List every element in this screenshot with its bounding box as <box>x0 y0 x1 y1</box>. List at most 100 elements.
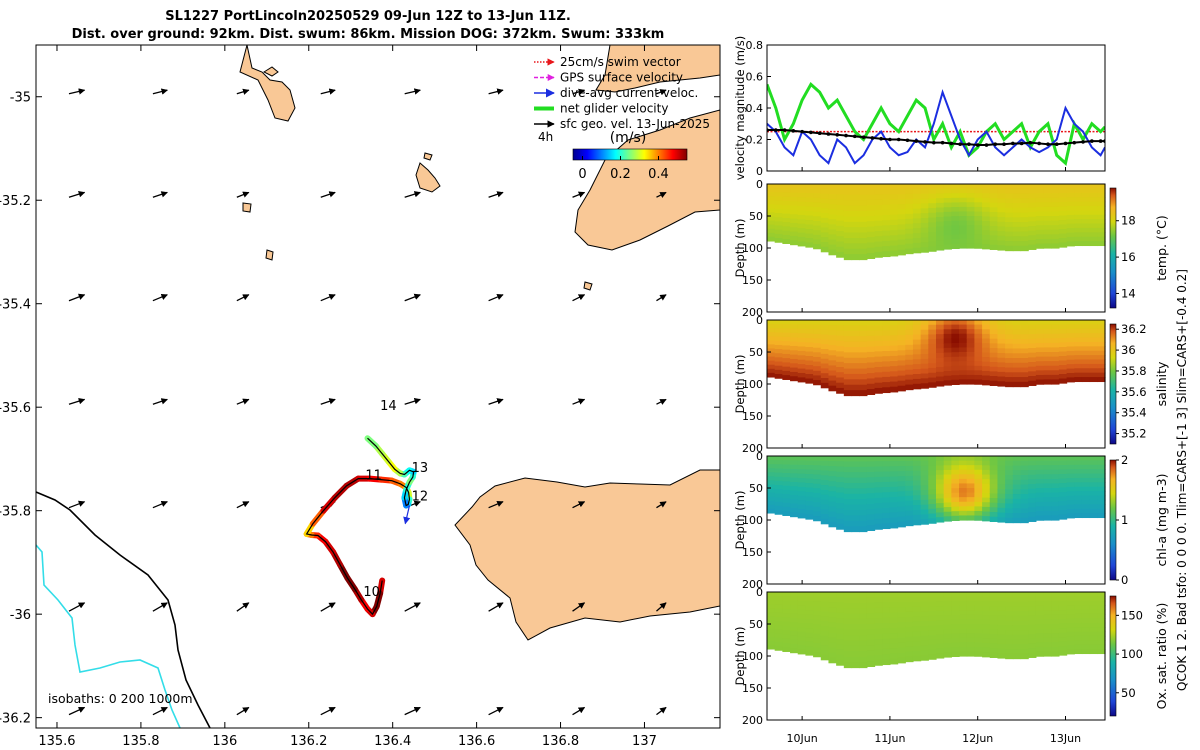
section-cell <box>1058 202 1068 208</box>
section-cell <box>959 370 968 376</box>
section-cell <box>1066 228 1075 234</box>
section-cell <box>905 349 914 356</box>
section-cell <box>851 330 860 337</box>
section-cell <box>851 184 860 190</box>
section-cell <box>905 475 914 482</box>
section-cell <box>851 613 860 620</box>
section-cell <box>774 336 783 342</box>
section-cell <box>866 242 876 249</box>
section-cell <box>920 456 929 462</box>
section-cell <box>1020 236 1029 242</box>
section-cell <box>1097 192 1106 198</box>
section-cell <box>912 359 922 365</box>
map-xtick-label: 136.4 <box>374 734 411 749</box>
section-cell <box>1020 644 1029 650</box>
section-cell <box>1066 232 1075 238</box>
section-cell <box>1074 324 1083 330</box>
section-cell <box>836 466 845 473</box>
section-cell <box>836 476 845 483</box>
section-cell <box>1035 238 1045 245</box>
section-cell <box>1058 242 1068 248</box>
section-cell <box>843 466 853 473</box>
section-cell <box>1051 202 1060 208</box>
section-cell <box>1058 610 1068 616</box>
section-cell <box>836 659 845 666</box>
map-ytick-label: -35.4 <box>0 298 31 313</box>
section-cell <box>797 605 807 611</box>
section-cell <box>1081 368 1091 374</box>
section-cell <box>982 493 991 499</box>
section-cell <box>997 324 1006 331</box>
section-cell <box>1043 510 1052 517</box>
section-cell <box>851 200 860 207</box>
section-cell <box>1043 206 1052 213</box>
section-cell <box>959 651 968 657</box>
section-cell <box>928 236 937 243</box>
section-cell <box>859 352 868 359</box>
section-cell <box>874 246 883 253</box>
section-cell <box>866 519 876 526</box>
section-cell <box>797 232 807 238</box>
section-cell <box>782 502 791 508</box>
section-cell <box>1005 203 1014 209</box>
section-cell <box>1097 499 1106 505</box>
section-cell <box>1074 232 1083 238</box>
section-cell <box>1097 456 1106 461</box>
section-ytick-label: 50 <box>749 482 763 495</box>
section-cell <box>843 210 853 217</box>
section-cell <box>851 466 860 473</box>
section-cell <box>767 204 776 209</box>
section-cell <box>897 657 906 664</box>
section-cell <box>982 361 991 367</box>
section-cell <box>790 201 799 207</box>
section-cell <box>836 184 845 190</box>
section-cell <box>820 373 830 379</box>
section-cell <box>989 470 999 476</box>
section-cell <box>1028 216 1037 222</box>
section-cell <box>813 624 822 630</box>
section-cell <box>897 355 906 362</box>
section-cell <box>912 470 922 477</box>
section-cell <box>1043 478 1052 485</box>
section-cell <box>813 338 822 344</box>
section-cell <box>820 203 830 209</box>
section-cell <box>1097 609 1106 615</box>
section-cell <box>820 480 830 486</box>
section-cell <box>790 367 799 373</box>
section-cell <box>767 324 776 329</box>
section-cell <box>843 330 853 337</box>
section-cell <box>1074 363 1083 369</box>
section-cell <box>912 500 922 506</box>
section-cell <box>797 486 807 492</box>
map-frame <box>35 44 721 729</box>
section-cell <box>790 345 799 351</box>
section-cell <box>997 596 1006 603</box>
section-cell <box>897 612 906 618</box>
section-cell <box>1081 613 1091 619</box>
section-cell <box>843 194 853 201</box>
section-cell <box>874 492 883 499</box>
section-cell <box>966 483 976 489</box>
section-cell <box>1066 486 1075 492</box>
section-cell <box>1028 184 1037 190</box>
time-tick-label: 12Jun <box>962 732 993 745</box>
section-cell <box>959 478 968 485</box>
section-cell <box>1074 464 1083 470</box>
section-cell <box>813 601 822 607</box>
section-cell <box>982 333 991 340</box>
section-cell <box>897 330 906 336</box>
section-cell <box>1097 473 1106 479</box>
section-cell <box>797 649 807 655</box>
section-cell <box>1081 600 1091 606</box>
section-cell <box>1081 236 1091 242</box>
section-cell <box>966 379 976 385</box>
section-cell <box>943 216 952 222</box>
section-cell <box>997 245 1006 251</box>
section-cell <box>1097 359 1106 365</box>
section-cell <box>1005 517 1014 524</box>
geo-velocity-arrow <box>152 88 168 95</box>
section-cell <box>959 624 968 630</box>
section-cell <box>1051 197 1060 203</box>
section-cell <box>912 228 922 234</box>
section-cell <box>997 334 1006 340</box>
